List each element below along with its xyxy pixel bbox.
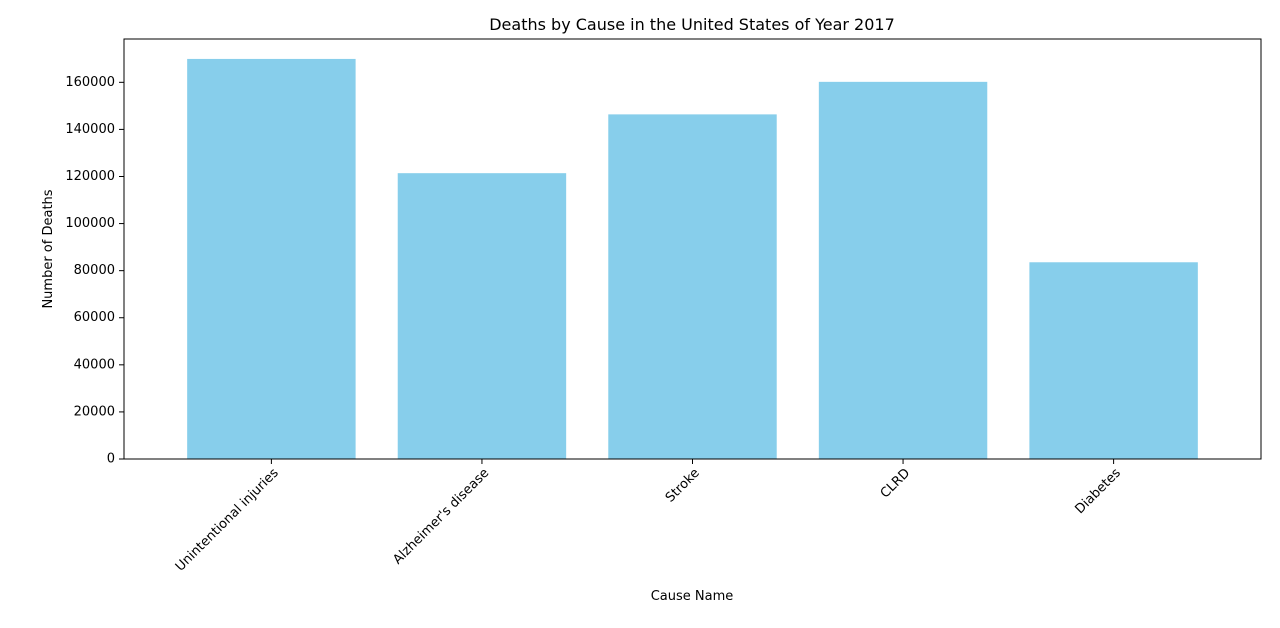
x-tick-label: Diabetes xyxy=(1072,466,1124,518)
plot-area-frame xyxy=(123,38,1262,460)
y-tick-label: 100000 xyxy=(65,216,115,231)
y-axis-ticks: 0 20000 40000 60000 80000 100000 120000 140000 1… xyxy=(65,75,124,467)
y-tick-label: 160000 xyxy=(65,75,115,90)
x-axis-ticks: Unintentional injuries Alzheimer's diseas… xyxy=(173,459,1124,575)
y-tick-label: 140000 xyxy=(65,122,115,137)
bar-diabetes xyxy=(1029,262,1198,459)
y-tick-label: 0 xyxy=(107,452,115,467)
y-tick-label: 80000 xyxy=(74,263,115,278)
x-tick-label: CLRD xyxy=(878,466,914,502)
x-tick-label: Stroke xyxy=(663,466,703,506)
y-tick-label: 120000 xyxy=(65,169,115,184)
bar-clrd xyxy=(818,81,988,459)
x-tick-label: Unintentional injuries xyxy=(173,466,282,575)
y-tick-label: 60000 xyxy=(74,310,115,325)
bar-unintentional-injuries xyxy=(187,58,356,460)
bars-group xyxy=(187,58,1198,460)
bar-stroke xyxy=(608,114,777,459)
y-tick-label: 40000 xyxy=(74,357,115,372)
y-axis-label: Number of Deaths xyxy=(41,189,56,308)
bar-alzheimer-s-disease xyxy=(397,173,567,459)
x-axis-label: Cause Name xyxy=(651,589,734,604)
chart-title: Deaths by Cause in the United States of … xyxy=(489,15,895,34)
y-tick-label: 20000 xyxy=(74,404,115,419)
x-tick-label: Alzheimer's disease xyxy=(390,466,492,568)
